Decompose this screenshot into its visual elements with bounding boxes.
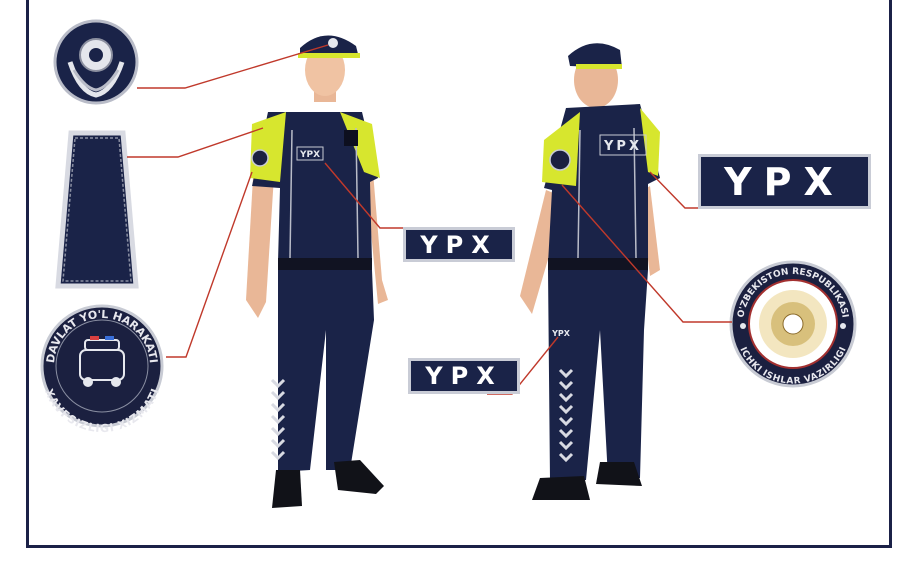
traffic-police-patch [40,304,164,428]
back-shoulder-mark: YPX [603,139,642,154]
page-frame [26,0,892,548]
ministry-seal [729,260,857,388]
front-chest-mark-box [296,146,324,161]
back-shoulder-mark-box [599,134,647,156]
shoulder-tag-callout: YPX [698,154,871,209]
front-chest-mark: YPX [299,150,320,160]
pocket-tag-callout: YPX [408,358,520,394]
front-figure [246,35,388,508]
leader-lines [127,44,732,395]
chest-tag-callout: YPX [403,227,515,262]
trouser-pocket-mark: YPX [551,329,571,338]
shoulder-board [55,130,139,289]
back-figure [520,43,660,500]
cap-cockade-emblem [53,19,139,105]
